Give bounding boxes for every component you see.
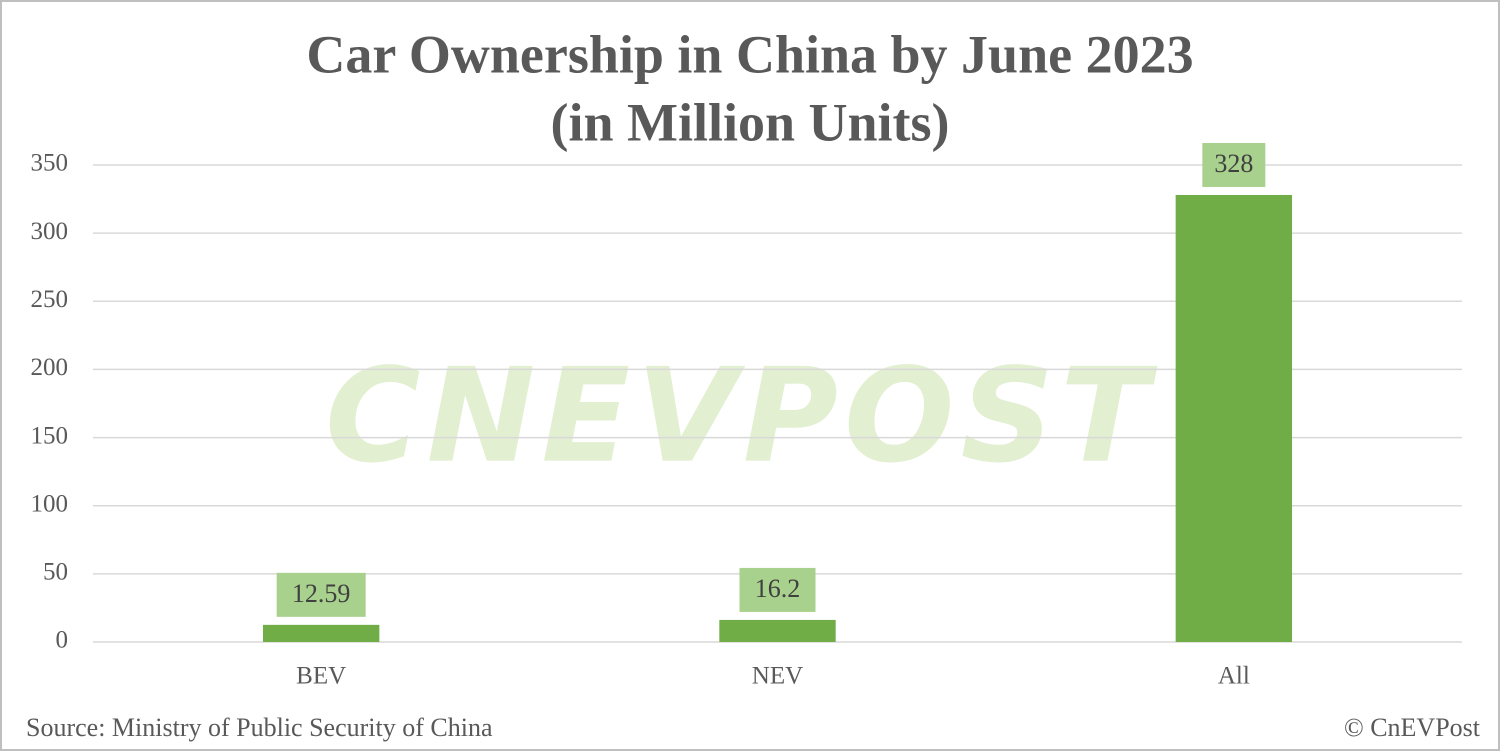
x-tick-label: All [1218,663,1250,690]
bar [262,624,380,642]
bar [1175,194,1293,643]
y-tick-label: 350 [31,150,69,177]
data-label: 328 [1214,149,1253,178]
chart-title: Car Ownership in China by June 2023 [306,24,1193,84]
bar [719,619,836,642]
credit: © CnEVPost [1344,713,1481,742]
data-label: 12.59 [292,579,351,608]
y-tick-label: 100 [31,490,69,517]
y-tick-label: 250 [31,286,69,313]
data-label: 16.2 [755,574,801,603]
watermark: CNEVPOST [325,340,1158,492]
source-note: Source: Ministry of Public Security of C… [26,713,493,742]
y-tick-label: 200 [31,354,69,381]
y-tick-label: 150 [31,422,69,449]
data-label-box [739,567,816,612]
x-tick-label: NEV [752,663,803,690]
chart-subtitle: (in Million Units) [550,92,949,152]
y-tick-label: 0 [56,627,69,654]
data-label-box [1202,142,1266,187]
data-label-box [276,572,366,617]
y-tick-label: 300 [31,218,69,245]
x-tick-label: BEV [296,663,346,690]
y-tick-label: 50 [43,559,68,586]
